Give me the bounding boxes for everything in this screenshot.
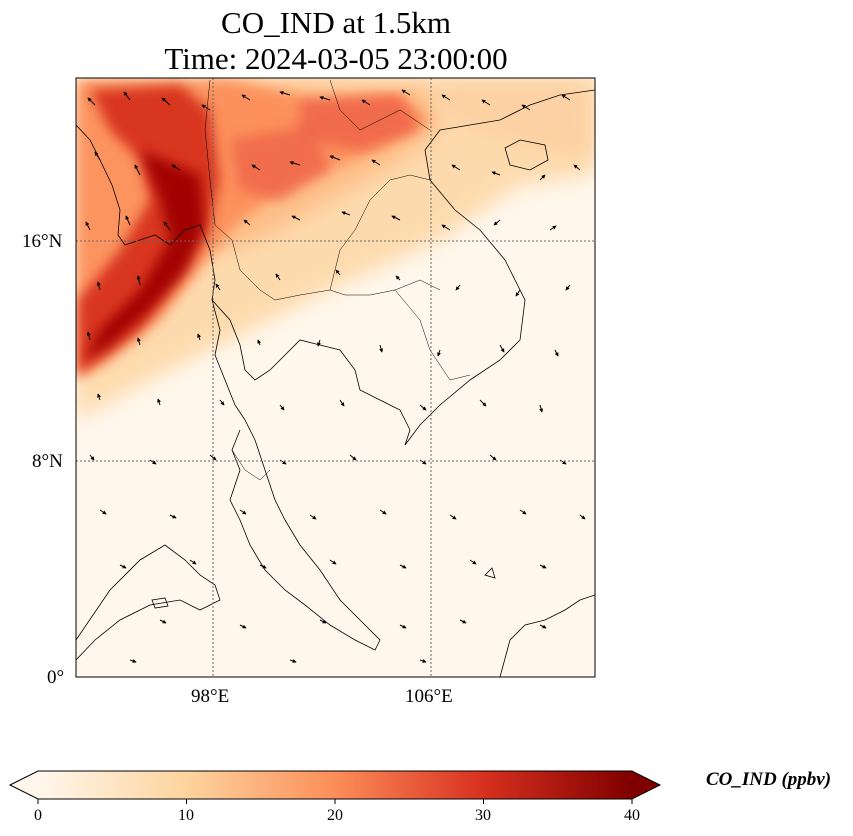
colorbar-tick-label: 20 (327, 807, 343, 824)
concentration-field (76, 78, 595, 420)
lat-tick-label: 8°N (32, 451, 63, 472)
colorbar-extend-max (632, 771, 660, 799)
map-frame (75, 77, 596, 678)
lon-tick-label: 106°E (405, 686, 453, 707)
colorbar-tick-label: 30 (475, 807, 491, 824)
colorbar-extend-min (10, 771, 38, 799)
colorbar (8, 770, 662, 804)
colorbar-label: CO_IND (ppbv) (706, 769, 832, 790)
wind-vectors (85, 89, 586, 663)
colorbar-tick-label: 40 (624, 807, 640, 824)
lat-tick-label: 16°N (22, 231, 63, 252)
map-title-line1: CO_IND at 1.5km (221, 5, 451, 40)
colorbar-gradient (38, 771, 632, 799)
colorbar-tick-label: 0 (34, 807, 42, 824)
gridlines (76, 78, 595, 677)
colorbar-tick-label: 10 (178, 807, 194, 824)
map-title-line2: Time: 2024-03-05 23:00:00 (164, 41, 508, 76)
lon-tick-label: 98°E (191, 686, 230, 707)
lat-tick-label: 0° (47, 667, 65, 688)
country-borders (204, 79, 471, 481)
coastlines (76, 89, 595, 677)
map-area (76, 78, 595, 677)
